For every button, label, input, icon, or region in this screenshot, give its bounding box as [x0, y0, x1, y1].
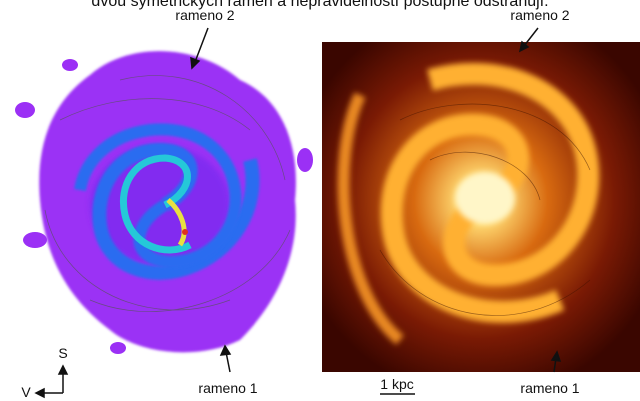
compass-east: V	[21, 384, 31, 400]
blob	[110, 342, 126, 354]
right-image	[322, 42, 640, 372]
caption: dvou symetrických ramen a nepravidelnost…	[91, 0, 548, 10]
arm-label: rameno 2	[175, 7, 234, 23]
figure: dvou symetrických ramen a nepravidelnost…	[0, 0, 640, 401]
blob	[23, 232, 47, 248]
blob	[15, 102, 35, 118]
page: dvou symetrických ramen a nepravidelnost…	[0, 0, 640, 401]
core	[455, 172, 515, 224]
scale-bar-label: 1 kpc	[380, 376, 413, 392]
compass-north: S	[58, 345, 67, 361]
arm-label: rameno 1	[198, 380, 257, 396]
blob	[297, 148, 313, 172]
arm-label: rameno 2	[510, 7, 569, 23]
peak	[182, 229, 188, 235]
blob	[62, 59, 78, 71]
arm-label: rameno 1	[520, 380, 579, 396]
left-map	[15, 51, 313, 354]
